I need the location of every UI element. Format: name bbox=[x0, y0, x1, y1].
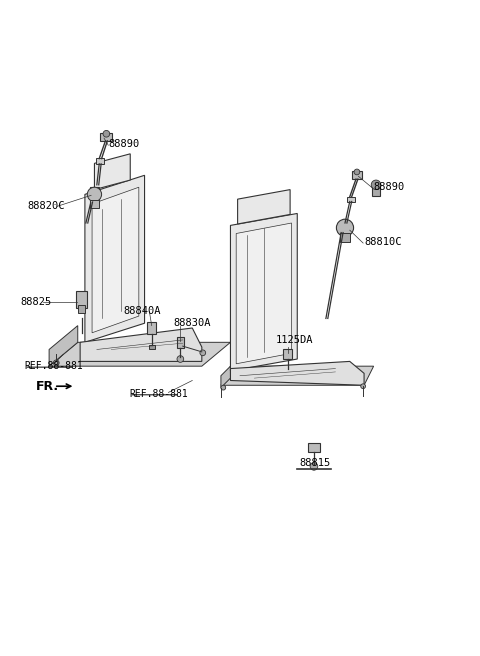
Bar bbox=[100, 133, 112, 142]
Polygon shape bbox=[238, 190, 290, 224]
Text: 1125DA: 1125DA bbox=[276, 335, 313, 345]
Circle shape bbox=[371, 180, 381, 190]
Polygon shape bbox=[230, 213, 297, 371]
Circle shape bbox=[221, 385, 226, 390]
Bar bbox=[347, 197, 355, 202]
Circle shape bbox=[87, 187, 102, 201]
Polygon shape bbox=[80, 328, 202, 361]
Polygon shape bbox=[85, 175, 144, 342]
Text: REF.88-881: REF.88-881 bbox=[129, 389, 188, 399]
Text: FR.: FR. bbox=[36, 380, 59, 393]
Polygon shape bbox=[49, 325, 78, 366]
Bar bbox=[90, 187, 99, 201]
Circle shape bbox=[200, 350, 205, 356]
Text: 88890: 88890 bbox=[373, 182, 405, 192]
Circle shape bbox=[361, 384, 365, 388]
Text: 88830A: 88830A bbox=[173, 318, 211, 328]
Text: 88840A: 88840A bbox=[123, 306, 161, 316]
Bar bbox=[147, 322, 156, 334]
Bar bbox=[76, 291, 87, 308]
Polygon shape bbox=[221, 366, 230, 388]
Polygon shape bbox=[221, 366, 373, 385]
Text: 88890: 88890 bbox=[109, 139, 140, 150]
Bar bbox=[308, 443, 320, 452]
Bar bbox=[149, 344, 155, 350]
Circle shape bbox=[310, 462, 318, 470]
Polygon shape bbox=[230, 361, 364, 385]
Text: 88815: 88815 bbox=[300, 458, 331, 468]
Polygon shape bbox=[95, 154, 130, 190]
Polygon shape bbox=[92, 187, 139, 333]
Bar bbox=[177, 337, 184, 348]
Circle shape bbox=[354, 169, 360, 174]
Circle shape bbox=[336, 219, 354, 236]
Circle shape bbox=[103, 131, 110, 137]
Bar bbox=[352, 171, 362, 179]
Bar bbox=[96, 158, 105, 164]
Polygon shape bbox=[236, 223, 291, 364]
Bar bbox=[90, 200, 99, 207]
Text: 88810C: 88810C bbox=[364, 237, 402, 247]
Circle shape bbox=[53, 360, 59, 365]
Text: 88820C: 88820C bbox=[28, 201, 65, 211]
Bar bbox=[340, 233, 350, 241]
Bar bbox=[372, 184, 380, 195]
Polygon shape bbox=[49, 342, 230, 366]
Bar bbox=[78, 304, 85, 313]
Bar bbox=[283, 349, 292, 359]
Text: 88825: 88825 bbox=[21, 297, 52, 307]
Circle shape bbox=[177, 356, 184, 362]
Text: REF.88-881: REF.88-881 bbox=[24, 361, 83, 371]
